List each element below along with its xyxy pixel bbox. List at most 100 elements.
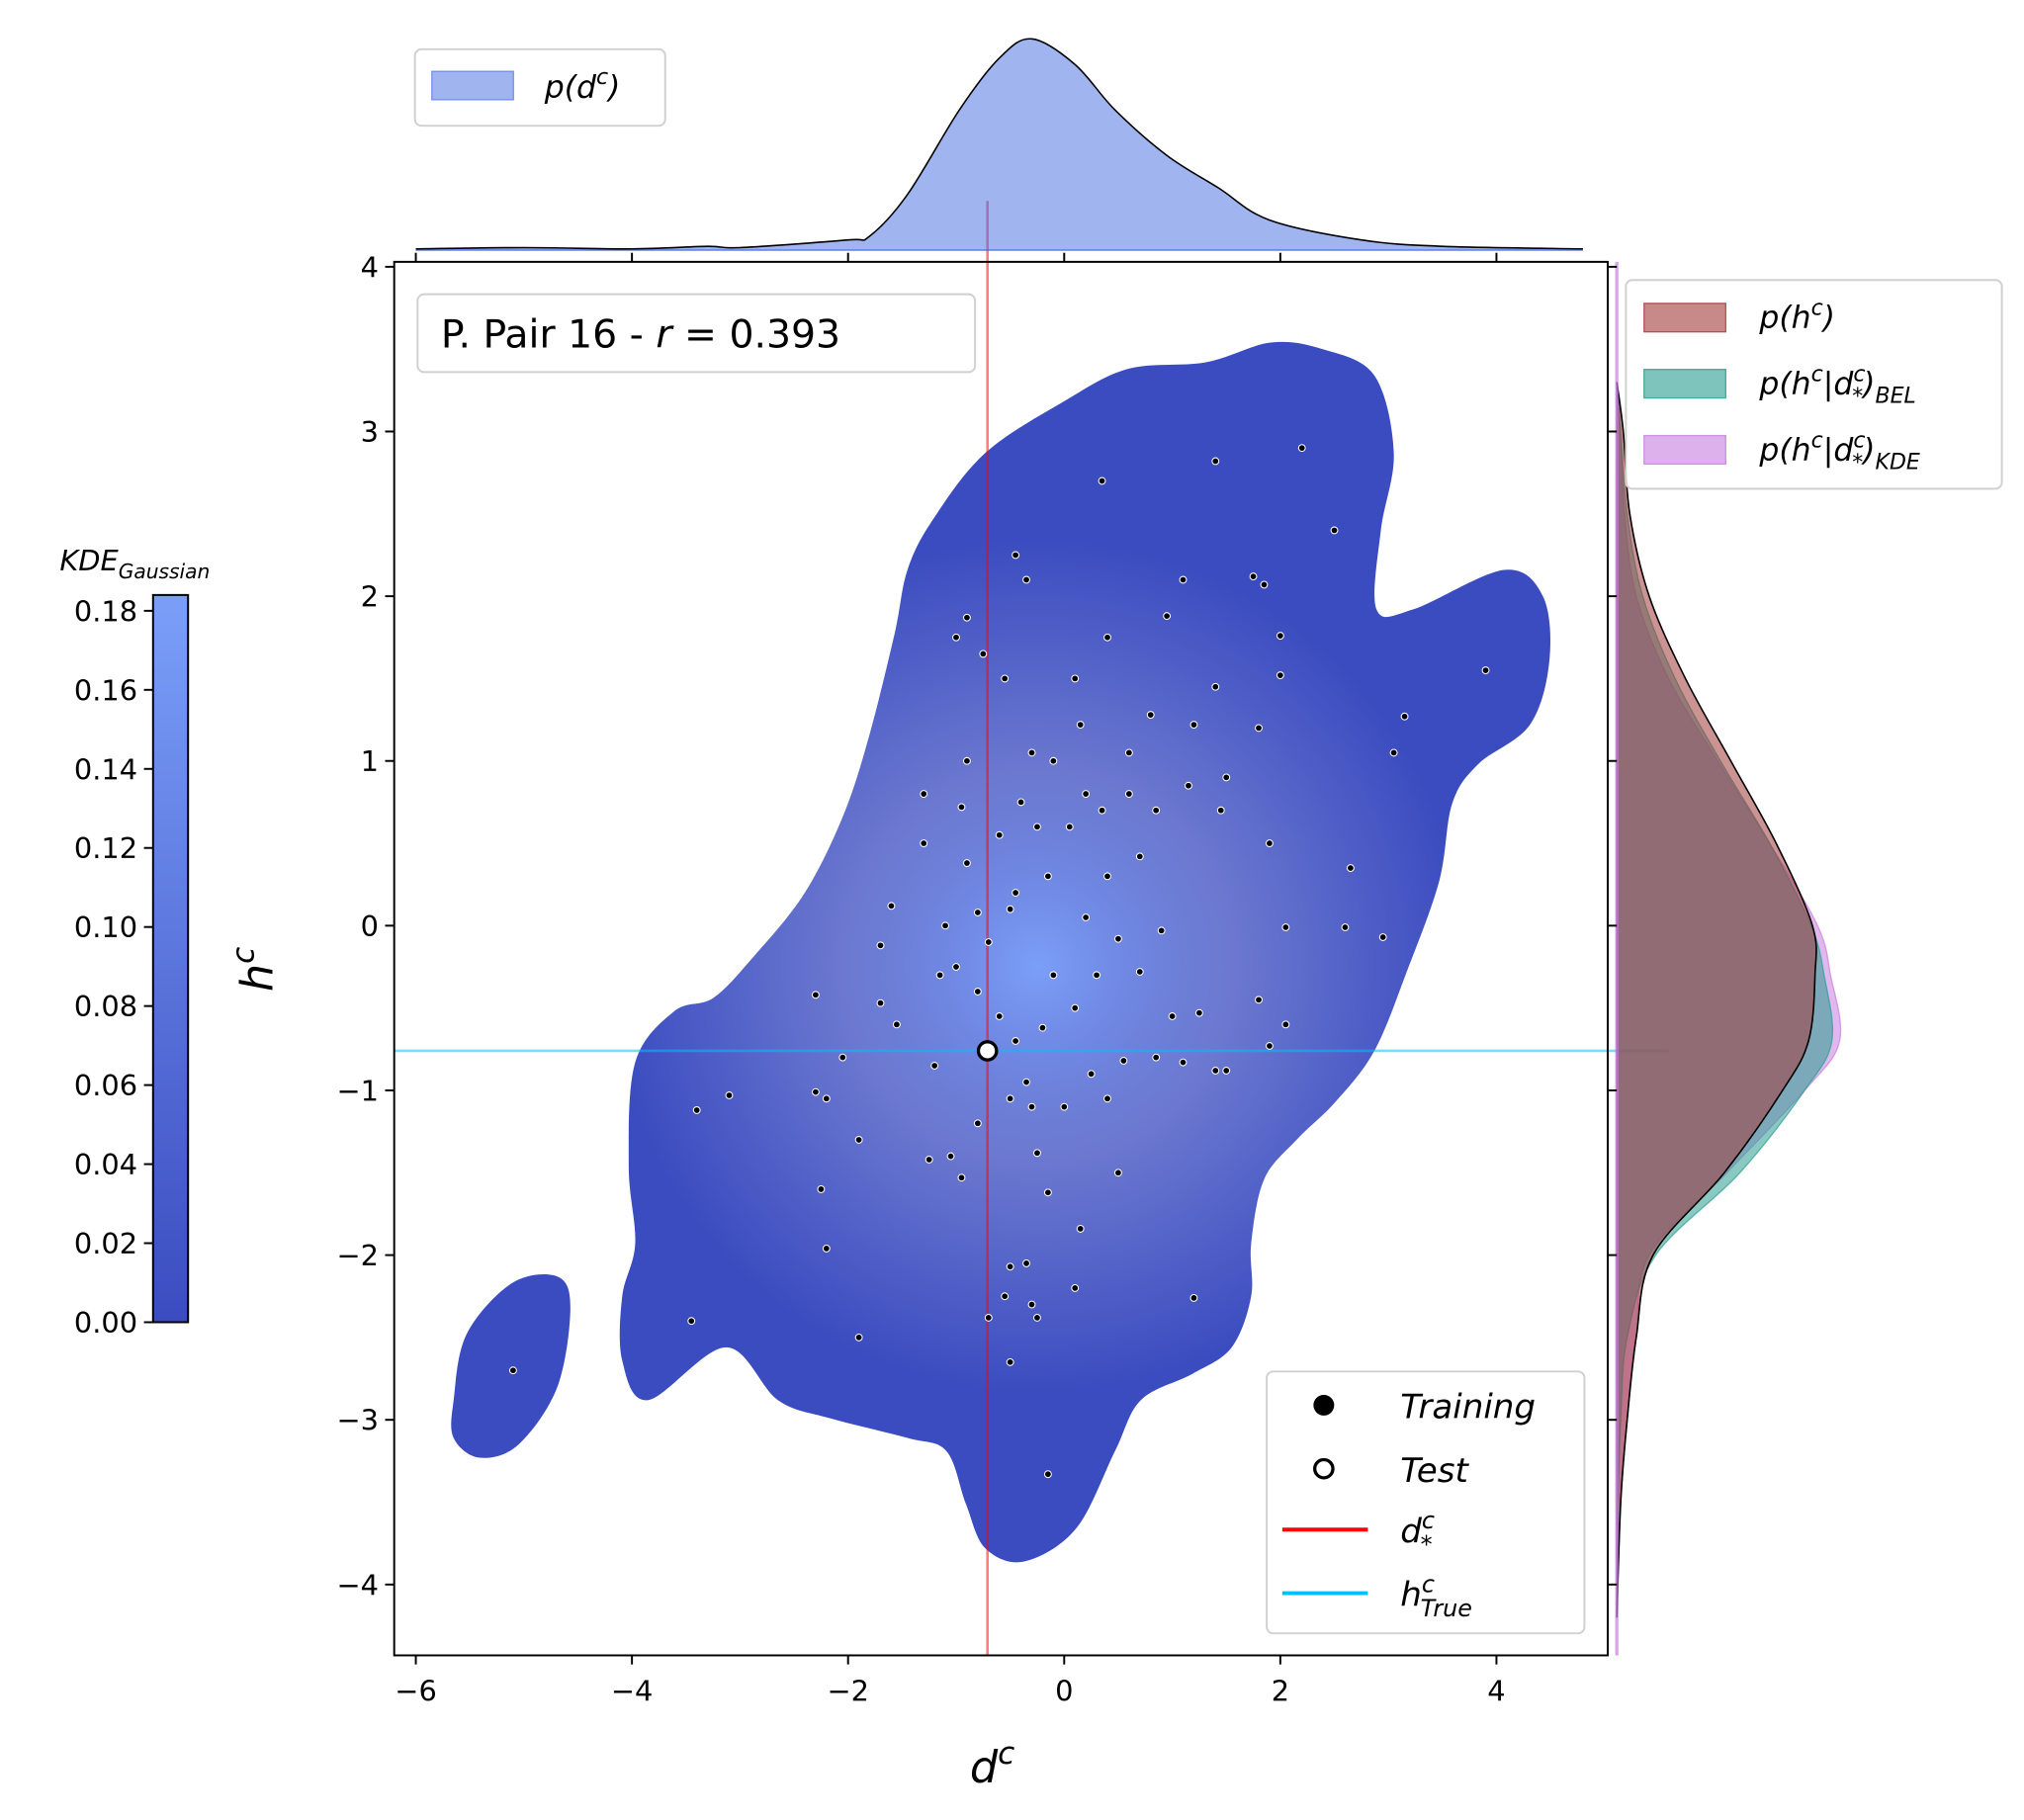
training-point xyxy=(1082,913,1091,921)
y-tick-label: −1 xyxy=(336,1074,379,1107)
training-point xyxy=(1276,632,1284,641)
marginal-y-line xyxy=(1616,382,1817,1618)
training-point xyxy=(1119,1057,1128,1065)
training-point xyxy=(1255,724,1263,733)
training-point xyxy=(1103,633,1111,642)
label-part: * xyxy=(1852,385,1863,409)
training-point xyxy=(1222,773,1231,782)
training-point xyxy=(1033,1313,1041,1322)
training-point xyxy=(1276,671,1284,680)
legend-box xyxy=(413,47,666,128)
training-point xyxy=(1043,1188,1052,1197)
training-point xyxy=(1001,674,1010,683)
training-point xyxy=(1038,1023,1047,1032)
training-point xyxy=(1103,872,1111,881)
training-point xyxy=(1185,781,1192,790)
training-point xyxy=(924,1156,933,1164)
training-point xyxy=(1071,1003,1080,1012)
label-part: c xyxy=(1422,1570,1435,1598)
colorbar-tick-label: 0.18 xyxy=(74,594,137,628)
training-point xyxy=(1012,889,1020,897)
training-point xyxy=(1098,806,1106,815)
title-box xyxy=(416,293,977,374)
training-point xyxy=(876,941,885,950)
label-part: Training xyxy=(1400,1388,1536,1428)
label-part: BEL xyxy=(1876,384,1916,408)
legend-marker xyxy=(1313,1457,1335,1480)
training-point xyxy=(1006,1262,1014,1271)
colorbar-tick-label: 0.06 xyxy=(74,1069,137,1102)
training-point xyxy=(1124,790,1133,798)
training-point xyxy=(1103,1094,1111,1103)
colorbar-tick-label: 0.04 xyxy=(74,1148,137,1181)
y-tick-label: 4 xyxy=(361,250,379,284)
label-part: ) xyxy=(1861,367,1875,402)
training-point xyxy=(1027,748,1036,757)
training-point xyxy=(1330,526,1339,535)
label-part: p(h xyxy=(1758,301,1810,336)
training-point xyxy=(817,1185,826,1193)
training-point xyxy=(1060,1102,1069,1111)
training-point xyxy=(984,1313,993,1322)
legend-label: Test xyxy=(1400,1451,1469,1491)
test-point xyxy=(976,1040,999,1062)
label-part: |d xyxy=(1823,432,1855,468)
training-point xyxy=(1022,1078,1030,1086)
label-part: d xyxy=(1400,1512,1422,1551)
training-point xyxy=(1189,1293,1198,1302)
colorbar-tick-label: 0.02 xyxy=(74,1227,137,1260)
x-axis-label: dc xyxy=(970,1736,1014,1793)
training-point xyxy=(1297,444,1306,453)
training-point xyxy=(1179,1058,1188,1067)
training-point xyxy=(1124,748,1133,757)
training-point xyxy=(920,790,928,798)
training-point xyxy=(508,1366,517,1375)
training-point xyxy=(984,938,993,946)
training-point xyxy=(1006,1094,1014,1103)
training-point xyxy=(1049,971,1058,980)
training-point xyxy=(1076,721,1085,730)
y-tick-label: −4 xyxy=(336,1568,379,1602)
training-point xyxy=(920,839,928,847)
training-point xyxy=(1027,1102,1036,1111)
training-point xyxy=(1281,1020,1290,1029)
training-point xyxy=(1006,905,1014,913)
label-part: p(h xyxy=(1758,432,1810,468)
training-point xyxy=(1266,1042,1274,1050)
label-part: c xyxy=(998,1736,1014,1772)
training-point xyxy=(1049,756,1058,765)
training-point xyxy=(1222,1067,1231,1075)
training-point xyxy=(1194,1008,1203,1017)
training-point xyxy=(1152,806,1161,815)
training-point xyxy=(1043,1470,1052,1479)
training-point xyxy=(957,1173,966,1182)
legend-label: p(dc) xyxy=(544,65,621,105)
training-point xyxy=(1163,612,1172,621)
x-tick-label: −4 xyxy=(611,1674,654,1707)
label-part: c xyxy=(1811,297,1823,321)
label-part: h xyxy=(1400,1576,1422,1615)
label-part: = 0.393 xyxy=(672,311,841,357)
label-part: ) xyxy=(1821,301,1835,336)
axes-frame xyxy=(393,260,1610,1657)
training-point xyxy=(930,1062,939,1070)
training-point xyxy=(962,756,971,765)
training-point xyxy=(1022,575,1030,584)
training-point xyxy=(1481,666,1490,675)
legend-label: p(hc|dc *)BEL xyxy=(1758,362,1915,409)
training-point xyxy=(1012,551,1020,560)
main-layer xyxy=(394,38,1842,1656)
legend-label: hc True xyxy=(1400,1570,1472,1622)
colorbar-tick-label: 0.16 xyxy=(74,673,137,707)
training-point xyxy=(1001,1292,1010,1301)
training-point xyxy=(1093,971,1101,980)
training-point xyxy=(1033,823,1041,831)
training-point xyxy=(1211,682,1220,691)
training-point xyxy=(1071,674,1080,683)
training-point xyxy=(973,909,982,916)
training-point xyxy=(1249,572,1258,581)
y-tick-label: 0 xyxy=(361,910,379,943)
label-part: ) xyxy=(606,69,620,105)
